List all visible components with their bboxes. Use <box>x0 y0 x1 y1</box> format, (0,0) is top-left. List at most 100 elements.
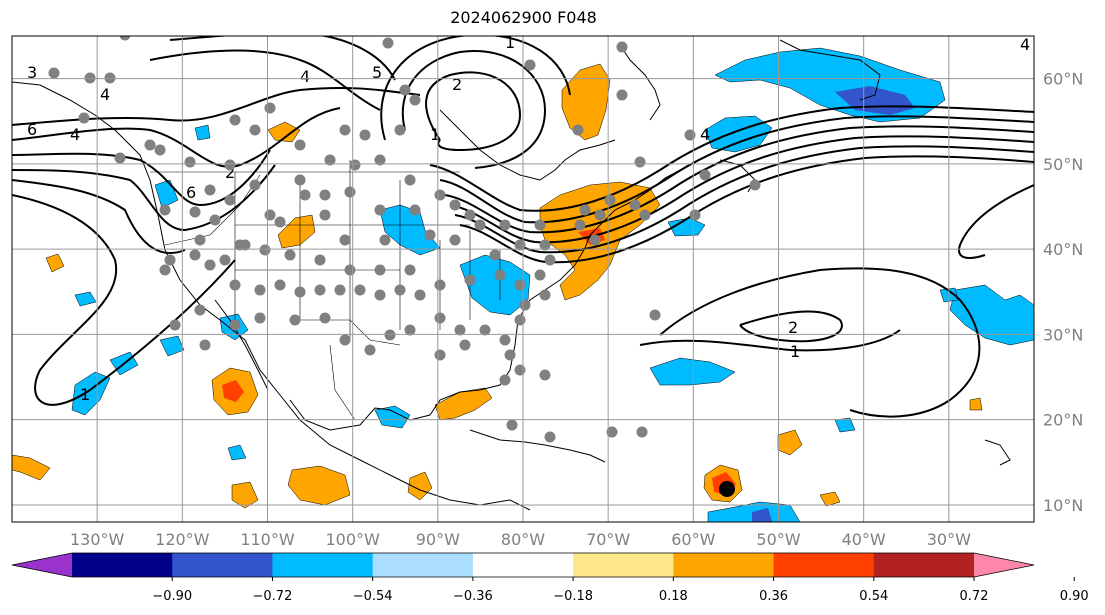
contours <box>12 36 1034 418</box>
station-dot <box>514 279 526 291</box>
station-dot <box>164 254 176 266</box>
station-dot <box>239 239 251 251</box>
station-dot <box>479 324 491 336</box>
station-dot <box>374 264 386 276</box>
station-dot <box>224 159 236 171</box>
colorbar-tick-label: 0.72 <box>960 589 989 604</box>
station-dot <box>524 59 536 71</box>
station-dot <box>289 314 301 326</box>
colorbar-segment <box>172 553 273 577</box>
station-dot <box>359 129 371 141</box>
station-dot <box>184 156 196 168</box>
station-dot <box>294 139 306 151</box>
station-dot <box>374 289 386 301</box>
station-dot <box>414 289 426 301</box>
station-dot <box>449 199 461 211</box>
contour-label: 1 <box>80 385 90 404</box>
station-dot <box>574 219 586 231</box>
station-dot <box>506 419 518 431</box>
station-dot <box>534 269 546 281</box>
colorbar-tick-label: −0.72 <box>253 589 293 604</box>
station-dot <box>636 426 648 438</box>
colorbar <box>11 552 1035 578</box>
station-dot <box>434 279 446 291</box>
station-dot <box>616 89 628 101</box>
longitude-label: 130°W <box>70 530 125 549</box>
station-dot <box>606 426 618 438</box>
contour-label: 2 <box>225 163 235 182</box>
station-dot <box>209 214 221 226</box>
station-dot <box>204 184 216 196</box>
station-dot <box>254 312 266 324</box>
colorbar-tick-label: −0.54 <box>353 589 393 604</box>
station-dot <box>159 264 171 276</box>
station-dot <box>404 324 416 336</box>
station-dot <box>749 179 761 191</box>
station-dot <box>519 299 531 311</box>
station-dot <box>264 209 276 221</box>
station-dot <box>572 124 584 136</box>
contour-label: 1 <box>430 125 440 144</box>
latitude-label: 50°N <box>1043 155 1083 174</box>
station-dot <box>339 234 351 246</box>
station-dot <box>604 194 616 206</box>
station-dot <box>189 206 201 218</box>
station-dot <box>374 204 386 216</box>
station-dot <box>229 114 241 126</box>
colorbar-min-extension <box>12 553 72 577</box>
colorbar-segment <box>472 553 574 577</box>
station-dot <box>699 169 711 181</box>
colorbar-segment <box>773 553 875 577</box>
contour-label: 6 <box>27 120 37 139</box>
station-dot <box>589 234 601 246</box>
colorbar-tick-label: 0.18 <box>659 589 688 604</box>
latitude-label: 20°N <box>1043 411 1083 430</box>
contour-label: 4 <box>70 125 80 144</box>
station-dot <box>344 264 356 276</box>
station-dot <box>119 36 131 41</box>
station-dot <box>284 249 296 261</box>
contour-labels: 3 4 6 4 4 5 2 1 2 1 1 2 1 4 6 4 <box>27 36 1030 404</box>
station-dot <box>194 234 206 246</box>
station-dot <box>294 286 306 298</box>
latitude-label: 60°N <box>1043 70 1083 89</box>
colorbar-tick-label: 0.90 <box>1060 589 1089 604</box>
station-dot <box>459 339 471 351</box>
station-dot <box>274 279 286 291</box>
station-dot <box>254 284 266 296</box>
map-area: 3 4 6 4 4 5 2 1 2 1 1 2 1 4 6 4 <box>12 36 1034 522</box>
station-dot <box>199 339 211 351</box>
station-dot <box>319 189 331 201</box>
station-dot <box>464 274 476 286</box>
station-dot <box>204 259 216 271</box>
station-dot <box>424 229 436 241</box>
station-dot <box>84 72 96 84</box>
station-dot <box>314 254 326 266</box>
station-dot <box>449 234 461 246</box>
station-dot <box>314 284 326 296</box>
station-dot <box>324 154 336 166</box>
station-dot <box>219 254 231 266</box>
coastlines <box>12 39 1011 511</box>
station-dot <box>534 219 546 231</box>
station-dot <box>639 209 651 221</box>
longitude-label: 90°W <box>416 530 460 549</box>
longitude-label: 110°W <box>240 530 295 549</box>
station-dot <box>394 284 406 296</box>
longitude-label: 100°W <box>325 530 380 549</box>
station-dot <box>229 319 241 331</box>
station-dot <box>274 216 286 228</box>
longitude-label: 50°W <box>756 530 800 549</box>
station-dot <box>539 289 551 301</box>
station-dot <box>409 204 421 216</box>
contour-label: 6 <box>186 183 196 202</box>
colorbar-outline <box>11 552 1035 578</box>
station-dot <box>339 124 351 136</box>
station-dot <box>144 139 156 151</box>
colorbar-segment <box>372 553 474 577</box>
station-dot <box>349 159 361 171</box>
colorbar-tick-label: −0.18 <box>553 589 593 604</box>
station-dot <box>249 124 261 136</box>
station-dot <box>384 329 396 341</box>
station-dot <box>48 67 60 79</box>
